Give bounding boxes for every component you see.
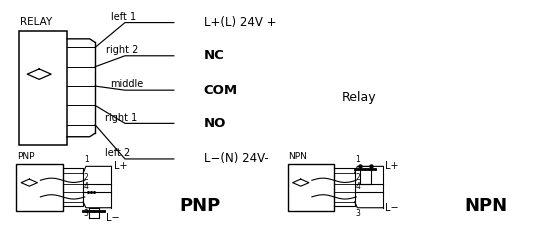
Text: L+: L+ <box>114 161 127 171</box>
Text: RELAY: RELAY <box>20 17 53 27</box>
Text: L+(L) 24V +: L+(L) 24V + <box>204 16 276 29</box>
Text: PNP: PNP <box>17 152 34 161</box>
Text: L−: L− <box>106 213 120 223</box>
Bar <box>288 164 334 211</box>
Bar <box>17 164 63 211</box>
Text: NPN: NPN <box>289 152 307 161</box>
Text: 2: 2 <box>355 173 360 182</box>
Text: right 2: right 2 <box>106 45 138 55</box>
Text: NPN: NPN <box>464 197 507 215</box>
Text: L+: L+ <box>385 161 398 171</box>
Bar <box>19 31 67 145</box>
Text: L−: L− <box>385 203 399 213</box>
Text: left 1: left 1 <box>111 12 136 22</box>
Text: 1: 1 <box>355 155 360 165</box>
Text: Relay: Relay <box>342 91 377 104</box>
Text: 3: 3 <box>355 209 360 218</box>
Text: left 2: left 2 <box>105 148 130 158</box>
Text: L−(N) 24V-: L−(N) 24V- <box>204 152 269 166</box>
Text: 4: 4 <box>84 182 89 190</box>
Text: 2: 2 <box>84 173 89 182</box>
Text: NO: NO <box>204 117 226 130</box>
Text: right 1: right 1 <box>105 113 137 123</box>
Text: 3: 3 <box>84 209 89 218</box>
Text: 4: 4 <box>355 182 360 190</box>
Text: middle: middle <box>110 79 143 90</box>
Text: PNP: PNP <box>179 197 220 215</box>
Text: 1: 1 <box>84 155 89 165</box>
Text: NC: NC <box>204 49 224 62</box>
Text: COM: COM <box>204 84 238 97</box>
